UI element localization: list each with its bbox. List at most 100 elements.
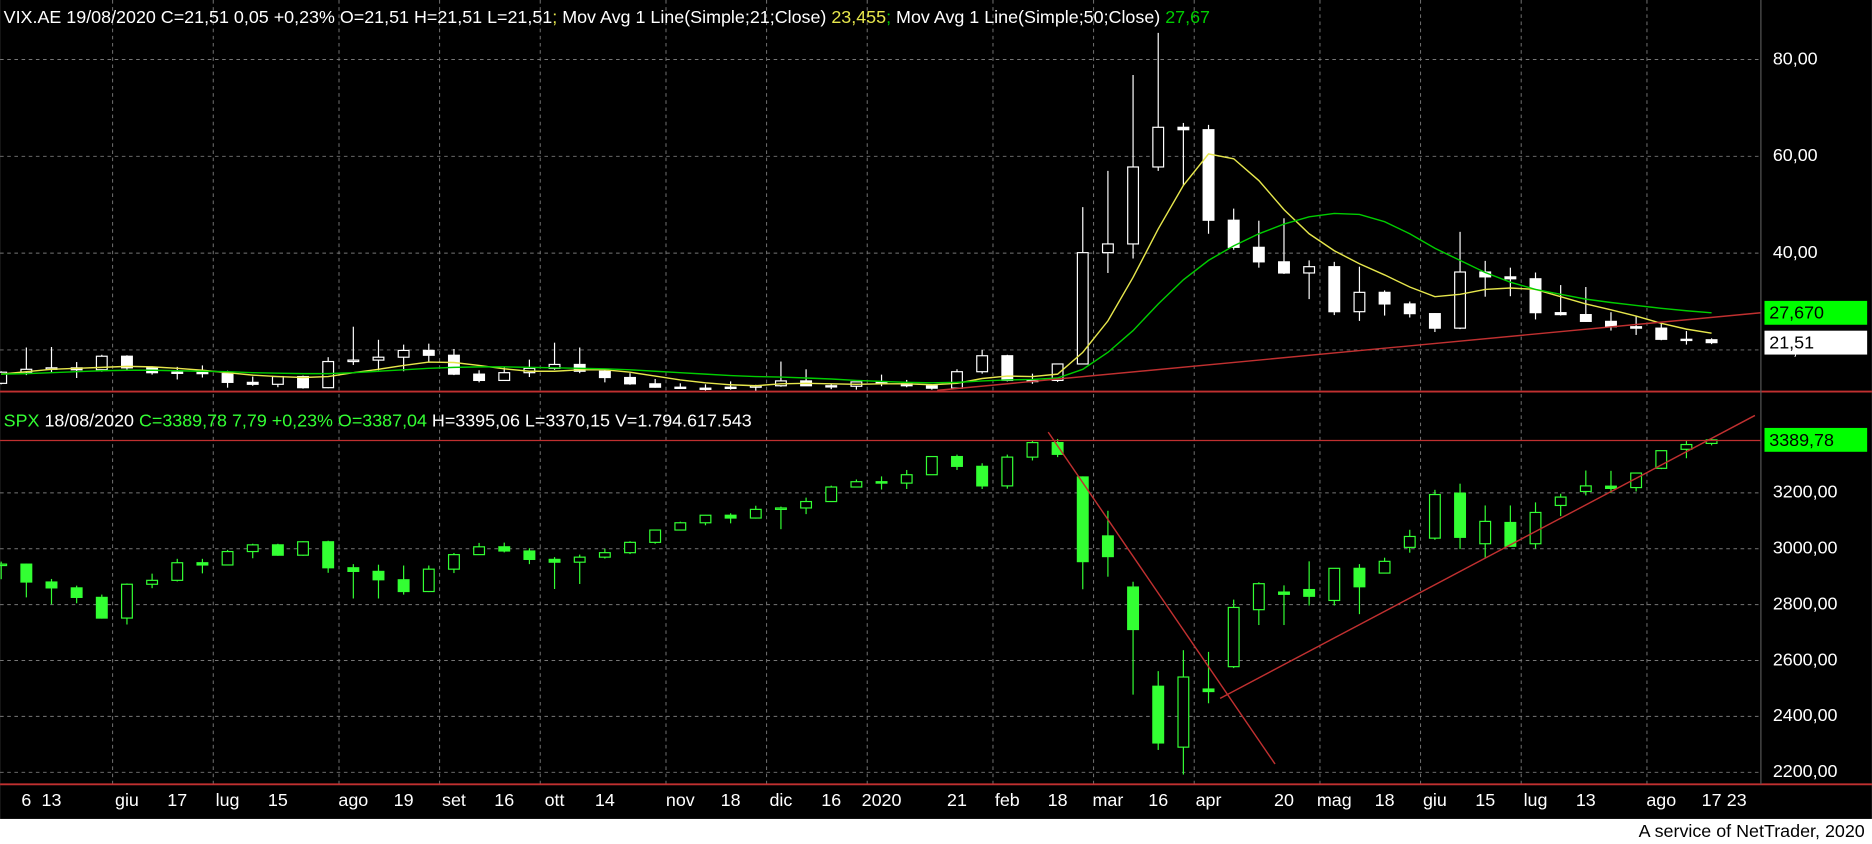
candle-body — [1454, 492, 1467, 538]
y-tick-label: 3200,00 — [1773, 482, 1838, 502]
candle-body — [1428, 313, 1441, 329]
candle-body — [297, 541, 309, 556]
candle-body — [850, 481, 863, 488]
x-tick-label: 14 — [595, 790, 615, 810]
header-segment: 23,455 — [831, 7, 886, 27]
candle-body — [1278, 261, 1290, 274]
candle-body — [1605, 485, 1617, 490]
candle-body — [246, 544, 259, 553]
x-tick-label: 16 — [494, 790, 514, 810]
candle-body — [1378, 291, 1391, 305]
panel-header: SPX 18/08/2020 C=3389,78 7,79 +0,23% O=3… — [4, 410, 752, 430]
header-segment: Mov Avg 1 Line(Simple;21;Close) — [557, 7, 831, 27]
candle-body — [1076, 252, 1089, 365]
candle-body — [800, 500, 813, 509]
marks — [0, 32, 1718, 775]
price-tag-box — [1764, 330, 1868, 355]
candle-body — [925, 455, 938, 476]
header-segment: SPX — [4, 410, 40, 430]
candle-body — [1303, 266, 1316, 274]
candle-body — [925, 385, 938, 389]
x-tick-label: 17 — [167, 790, 187, 810]
candle-body — [1051, 441, 1064, 455]
candle-body — [1227, 219, 1240, 248]
candle-body — [271, 375, 284, 385]
candle-body — [724, 386, 737, 389]
candle-body — [45, 581, 58, 589]
y-tick-label: 2200,00 — [1773, 761, 1838, 781]
x-tick-label: 6 — [21, 790, 31, 810]
candle-body — [976, 465, 989, 487]
candle-body — [498, 372, 511, 382]
candle-body — [70, 587, 83, 598]
header-segment: 18/08/2020 — [39, 410, 138, 430]
candle-body — [900, 474, 913, 484]
candle-body — [1152, 685, 1165, 744]
candle-body — [397, 349, 410, 358]
x-tick-label: ago — [1646, 790, 1676, 810]
x-tick-label: 21 — [947, 790, 967, 810]
candle-body — [1026, 441, 1039, 458]
price-tag-label: 27,670 — [1769, 303, 1824, 323]
x-tick-label: 13 — [42, 790, 62, 810]
x-tick-label: 19 — [394, 790, 414, 810]
candle-body — [473, 546, 486, 556]
candle-body — [1378, 560, 1391, 574]
candle-body — [1454, 271, 1467, 329]
labels: 6 13 giu 17 lug 15 ago 19 set 16 ott 14 nov 18 dic 16 20… — [4, 7, 1868, 810]
candle-body — [649, 383, 662, 388]
candle-body — [347, 359, 360, 363]
candle-body — [1529, 278, 1542, 314]
candle-body — [322, 360, 335, 389]
footer: A service of NetTrader, 2020 — [1639, 821, 1865, 841]
candle-body — [976, 355, 989, 373]
candle-body — [422, 349, 435, 356]
candle-body — [724, 514, 737, 519]
candle-body — [749, 508, 762, 519]
x-tick-label: mar — [1093, 790, 1124, 810]
x-tick-label: 18 — [721, 790, 741, 810]
x-tick-label: 18 — [1375, 790, 1395, 810]
candle-body — [1177, 676, 1190, 748]
candle-body — [498, 546, 511, 552]
x-tick-label: mag — [1317, 790, 1352, 810]
candle-body — [196, 371, 209, 375]
candle-body — [624, 376, 636, 385]
x-tick-label: giu — [1423, 790, 1447, 810]
candle-body — [573, 556, 586, 563]
candle-body — [0, 563, 8, 567]
candle-body — [1479, 520, 1492, 545]
candle-body — [1328, 567, 1341, 602]
x-tick-label: ott — [545, 790, 565, 810]
price-tag-box — [1764, 427, 1868, 452]
candle-body — [372, 570, 385, 581]
candle-body — [422, 568, 435, 593]
x-tick-label: 17 — [1702, 790, 1722, 810]
candle-body — [397, 579, 410, 593]
candle-body — [447, 554, 460, 570]
candle-body — [1252, 246, 1265, 263]
x-tick-label: feb — [995, 790, 1020, 810]
candle-body — [1403, 535, 1416, 548]
candle-body — [322, 541, 335, 569]
candle-body — [674, 522, 687, 531]
header-segment: VIX.AE 19/08/2020 C=21,51 0,05 +0,23% O=… — [4, 7, 553, 27]
x-tick-label: 15 — [1475, 790, 1495, 810]
candle-body — [1353, 567, 1366, 588]
candle-body — [0, 371, 8, 384]
header-segment: 27,67 — [1165, 7, 1210, 27]
candle-body — [1303, 588, 1316, 597]
y-tick-label: 40,00 — [1773, 242, 1818, 262]
candle-body — [196, 562, 209, 566]
panel-header: VIX.AE 19/08/2020 C=21,51 0,05 +0,23% O=… — [4, 7, 1210, 27]
candle-body — [171, 371, 184, 374]
candle-body — [624, 541, 636, 554]
candle-body — [598, 370, 611, 379]
candle-body — [1529, 511, 1542, 545]
candle-body — [649, 529, 662, 543]
candle-body — [1051, 363, 1064, 382]
candle-body — [1504, 276, 1517, 280]
candle-body — [95, 596, 108, 619]
trend-line — [1047, 431, 1276, 765]
candle-body — [447, 354, 460, 375]
